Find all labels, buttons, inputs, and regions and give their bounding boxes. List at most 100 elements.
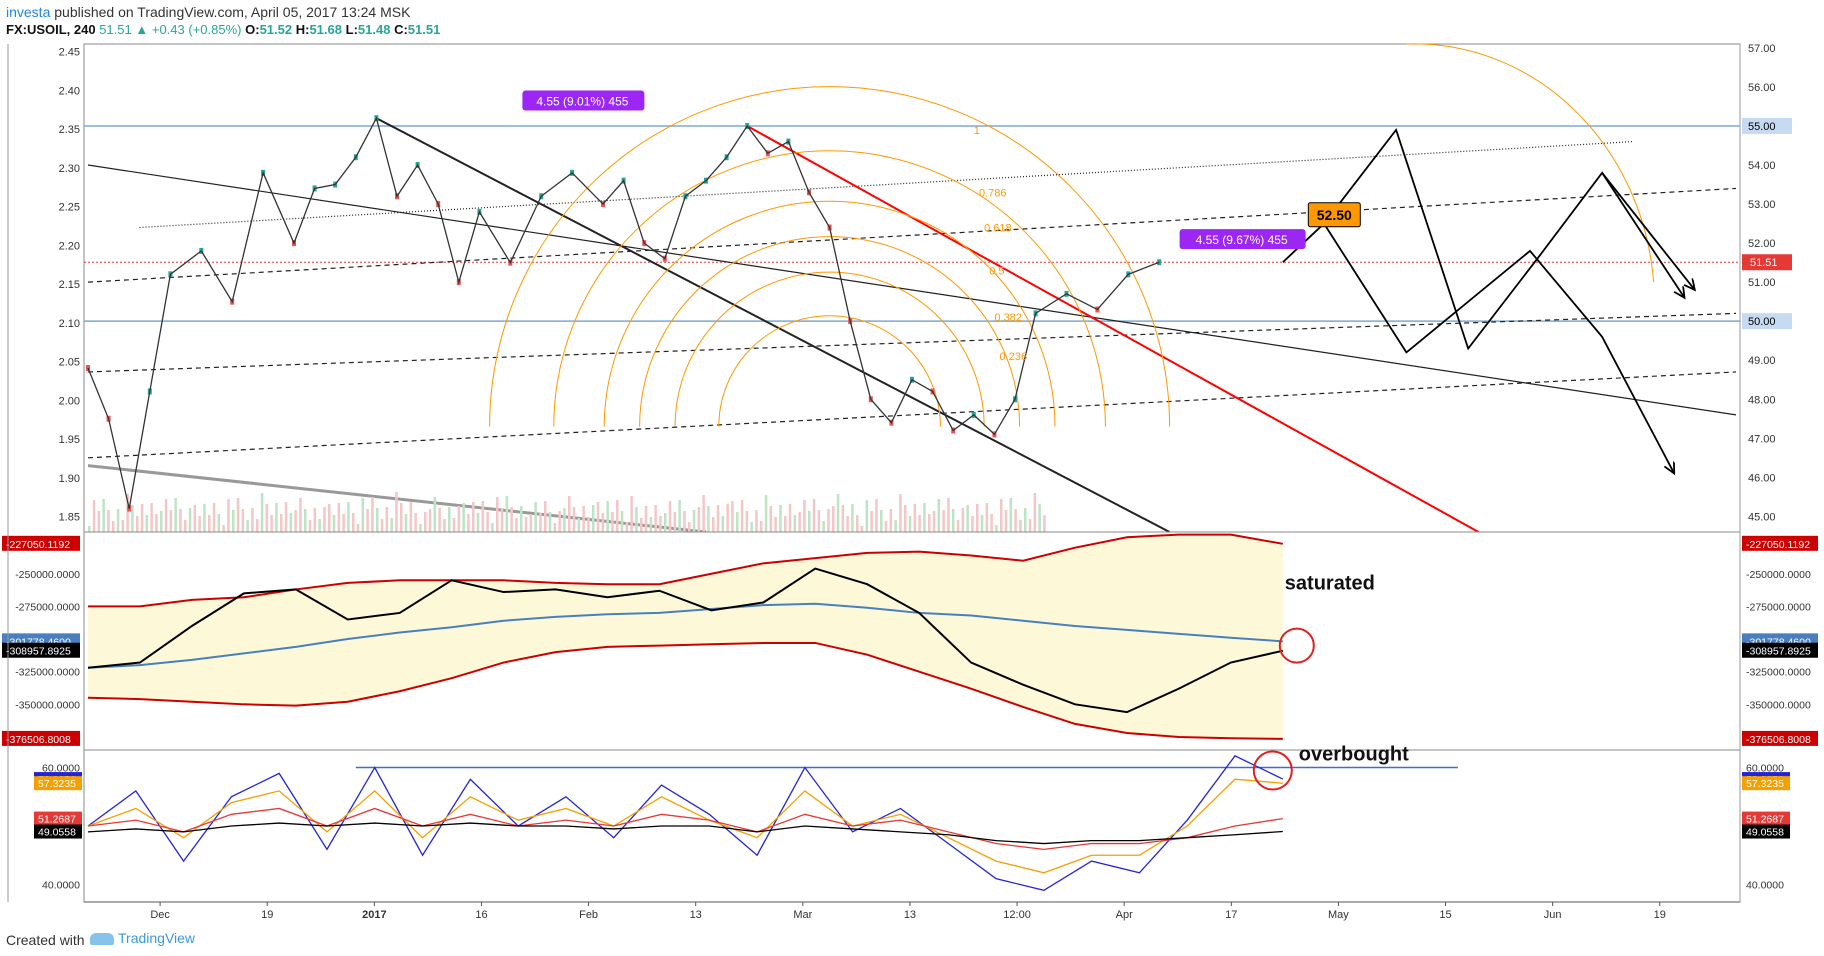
x-axis-tick: 19 — [261, 909, 273, 921]
left-axis-tick: 2.05 — [59, 357, 80, 369]
volume-bar — [750, 522, 753, 532]
indicator2-axis-tag-label-right: 51.2687 — [1746, 814, 1784, 826]
volume-bar — [716, 505, 720, 532]
indicator2-axis-tick-left: 60.0000 — [42, 763, 80, 775]
left-axis-tick: 2.10 — [59, 318, 80, 330]
indicator2-axis-tag-right — [1742, 811, 1790, 826]
x-axis-tick: 2017 — [362, 909, 386, 921]
volume-bar — [812, 499, 816, 532]
volume-bar — [990, 514, 993, 532]
volume-bar — [971, 516, 974, 532]
volume-bar — [942, 510, 945, 532]
fib-level-label: 1 — [974, 125, 980, 137]
volume-bar — [275, 503, 278, 532]
volume-bar — [654, 505, 657, 532]
fib-level-label: 0.786 — [979, 187, 1007, 199]
right-axis-tick: 46.00 — [1748, 472, 1776, 484]
volume-bar — [798, 512, 801, 532]
volume-bar — [908, 516, 912, 532]
volume-bar — [668, 501, 672, 532]
indicator2-axis-tag-right — [1742, 776, 1790, 791]
volume-bar — [390, 518, 393, 532]
volume-bar — [366, 509, 369, 532]
volume-bar — [803, 500, 806, 532]
volume-bar — [289, 513, 293, 532]
volume-bar — [145, 515, 149, 532]
volume-bar — [664, 513, 667, 532]
last-price-tag — [1742, 254, 1792, 271]
low-value: 51.48 — [357, 22, 391, 37]
indicator2-pane — [83, 749, 1741, 903]
chart-header: investa published on TradingView.com, Ap… — [0, 0, 1824, 44]
indicator2-orange-line — [87, 778, 1283, 874]
left-axis-tick: 2.20 — [59, 240, 80, 252]
volume-bar — [616, 500, 619, 532]
volume-bar — [409, 502, 413, 532]
indicator1-axis-tag-left — [2, 535, 80, 551]
trend-line-descending — [375, 117, 1170, 533]
x-axis-tick: Apr — [1116, 909, 1133, 921]
volume-bar — [692, 510, 696, 532]
volume-bar — [856, 515, 859, 532]
volume-bar — [836, 494, 840, 532]
volume-bar — [539, 513, 542, 532]
volume-bar — [932, 511, 936, 532]
volume-bar — [414, 513, 417, 532]
volume-bar — [116, 509, 120, 532]
volume-bar — [904, 505, 907, 532]
volume-bar — [227, 499, 230, 532]
fib-arc — [718, 315, 941, 427]
volume-bar — [635, 507, 638, 532]
volume-bar — [1000, 499, 1003, 532]
trend-line-lower — [87, 312, 1737, 373]
envelope-band — [88, 534, 1283, 739]
volume-bar — [376, 508, 379, 532]
right-axis-highlight-label: 50.00 — [1748, 316, 1776, 328]
volume-bar — [755, 510, 758, 532]
volume-bar — [611, 512, 614, 532]
volume-bar — [256, 519, 259, 532]
volume-bar — [294, 510, 297, 532]
volume-bar — [563, 508, 566, 532]
indicator2-axis-tag-label-left: 57.3235 — [38, 778, 76, 790]
volume-bar — [640, 518, 643, 532]
saturated-note: saturated — [1285, 572, 1375, 594]
volume-bar — [880, 510, 883, 532]
author-link[interactable]: investa — [6, 4, 51, 20]
volume-bar — [150, 503, 153, 532]
volume-bar — [548, 512, 552, 532]
volume-bar — [947, 498, 950, 532]
left-axis-tick: 2.30 — [59, 163, 80, 175]
tradingview-link[interactable]: TradingView — [90, 930, 195, 946]
volume-bar — [496, 497, 499, 532]
right-axis-tick: 54.00 — [1748, 160, 1776, 172]
indicator1-axis-tag-label-right: -376506.8008 — [1746, 734, 1811, 746]
volume-bar — [788, 504, 792, 532]
volume-bar — [582, 506, 585, 532]
volume-bar — [169, 510, 173, 532]
volume-bar — [1028, 519, 1032, 532]
indicator1-axis-tick-left: -350000.0000 — [15, 699, 80, 711]
volume-bar — [323, 507, 326, 532]
x-axis-tick: 12:00 — [1003, 909, 1031, 921]
indicator1-axis-tag-right — [1742, 642, 1818, 658]
volume-bar — [726, 504, 729, 532]
x-axis-tick: 13 — [904, 909, 916, 921]
volume-bar — [208, 515, 211, 532]
measure-label-1: 4.55 (9.01%) 455 — [536, 95, 628, 109]
indicator1-axis-tag-label-left: -308957.8925 — [6, 646, 71, 658]
high-value: 51.68 — [309, 22, 342, 37]
volume-bar — [544, 501, 547, 532]
volume-bar — [995, 525, 998, 532]
volume-bar — [860, 526, 864, 532]
indicator1-axis-tick-right: -325000.0000 — [1746, 667, 1811, 679]
volume-bar — [707, 506, 710, 532]
symbol-name: FX:USOIL, 240 — [6, 22, 96, 37]
volume-bar — [832, 506, 835, 532]
indicator1-axis-tick-right: -275000.0000 — [1746, 601, 1811, 613]
indicator2-axis-tick-right: 40.0000 — [1746, 879, 1784, 891]
trend-line-upper — [87, 164, 1737, 416]
volume-bar — [827, 509, 830, 532]
indicator2-axis-tag-label-left: 51.2687 — [38, 814, 76, 826]
